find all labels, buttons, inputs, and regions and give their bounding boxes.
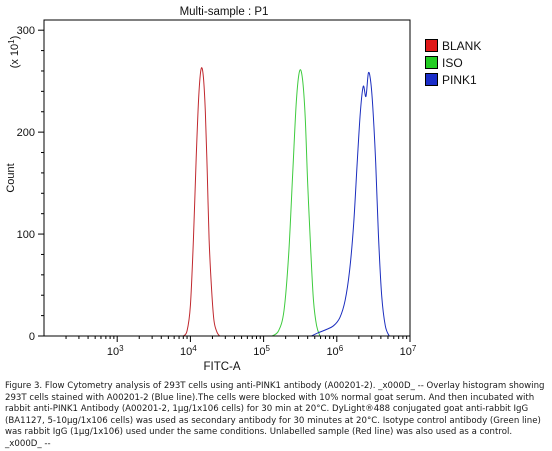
axis-ticks: 0 100 200 300 103 104 105 106 107 xyxy=(17,25,417,358)
legend-swatch-pink1 xyxy=(425,73,438,86)
y-tick-label: 100 xyxy=(17,229,35,241)
y-tick-label: 200 xyxy=(17,127,35,139)
legend-label-pink1: PINK1 xyxy=(442,73,477,87)
x-tick-label: 107 xyxy=(400,344,417,359)
plot-marks xyxy=(182,67,390,337)
legend-swatch-blank xyxy=(425,39,438,52)
series-line-iso xyxy=(271,69,321,337)
y-tick-label: 0 xyxy=(29,331,35,343)
x-tick-label: 105 xyxy=(253,344,270,359)
y-scale-superscript: 1 xyxy=(7,39,16,44)
x-tick-label: 106 xyxy=(326,344,343,359)
x-tick-label: 104 xyxy=(180,344,197,359)
y-scale-label: (x 101) xyxy=(7,36,22,69)
y-tick-label: 300 xyxy=(17,25,35,37)
x-axis-label: FITC-A xyxy=(203,361,240,373)
series-line-pink1 xyxy=(311,71,390,337)
plot-frame xyxy=(43,19,411,337)
figure-caption: Figure 3. Flow Cytometry analysis of 293… xyxy=(5,381,545,449)
series-line-blank xyxy=(182,67,220,337)
y-axis-label: Count xyxy=(5,163,17,192)
legend-swatch-iso xyxy=(425,56,438,69)
chart-title: Multi-sample : P1 xyxy=(180,6,269,18)
y-scale-label-text: (x 101) xyxy=(7,36,22,69)
x-tick-label: 103 xyxy=(107,344,124,359)
legend: BLANK ISO PINK1 xyxy=(425,39,481,87)
legend-label-iso: ISO xyxy=(442,56,463,70)
legend-label-blank: BLANK xyxy=(442,39,481,53)
flow-cytometry-histogram: Multi-sample : P1 (x 101) Count FITC-A 0… xyxy=(5,6,481,373)
